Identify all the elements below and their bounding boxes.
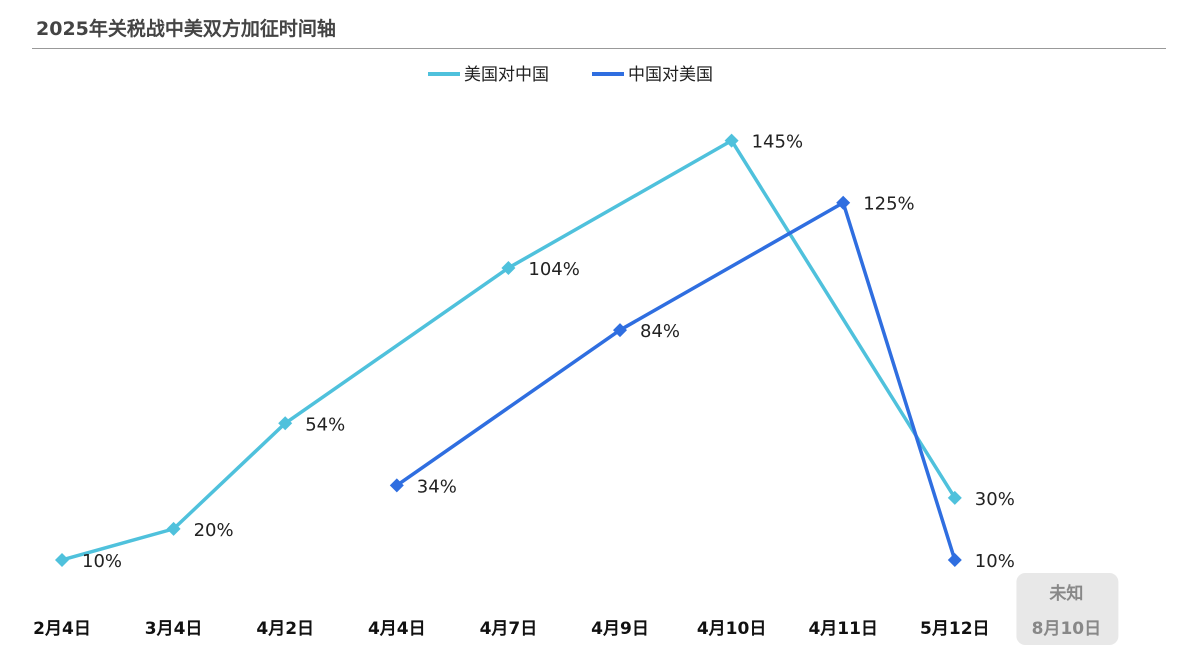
data-point-s2-2 [613, 323, 627, 338]
x-tick-label-9: 5月12日 [920, 619, 990, 639]
data-label-s2-2: 84% [640, 321, 680, 342]
series-line-2 [395, 200, 957, 561]
data-label-s1-3: 54% [305, 414, 345, 435]
legend-label-2: 中国对美国 [628, 65, 713, 85]
title-divider [32, 48, 1166, 49]
unknown-date-bottom: 8月10日 [1032, 619, 1102, 639]
x-tick-label-4: 4月4日 [368, 619, 426, 639]
data-label-s1-5: 145% [752, 132, 803, 153]
data-label-s2-1: 34% [417, 476, 457, 497]
data-point-s1-3 [278, 416, 293, 431]
x-tick-label-3: 4月2日 [256, 619, 314, 639]
data-label-s1-6: 30% [975, 489, 1015, 510]
data-label-s1-4: 104% [528, 259, 579, 280]
x-tick-label-2: 3月4日 [145, 619, 203, 639]
data-point-s2-1 [389, 478, 404, 493]
legend-label-1: 美国对中国 [464, 65, 549, 85]
x-tick-label-6: 4月9日 [591, 619, 649, 639]
x-tick-label-8: 4月11日 [808, 619, 878, 639]
data-point-s1-5 [724, 133, 739, 148]
data-point-s2-4 [947, 552, 962, 567]
x-tick-label-7: 4月10日 [697, 619, 767, 639]
series-line-1 [61, 138, 957, 562]
unknown-date-top: 未知 [1048, 583, 1083, 604]
data-point-s1-1 [55, 552, 69, 567]
data-label-s2-4: 10% [975, 551, 1015, 572]
x-tick-label-5: 4月7日 [480, 619, 538, 639]
data-label-s1-2: 20% [194, 520, 234, 541]
data-point-s1-2 [166, 521, 181, 536]
unknown-date-box [1016, 573, 1119, 645]
data-label-s1-1: 10% [82, 551, 122, 572]
chart-title: 2025年关税战中美双方加征时间轴 [36, 18, 336, 40]
data-point-s2-3 [836, 195, 851, 210]
x-tick-label-1: 2月4日 [33, 619, 91, 639]
data-label-s2-3: 125% [863, 194, 914, 215]
data-point-s1-6 [947, 490, 962, 505]
data-point-s1-4 [501, 260, 516, 275]
